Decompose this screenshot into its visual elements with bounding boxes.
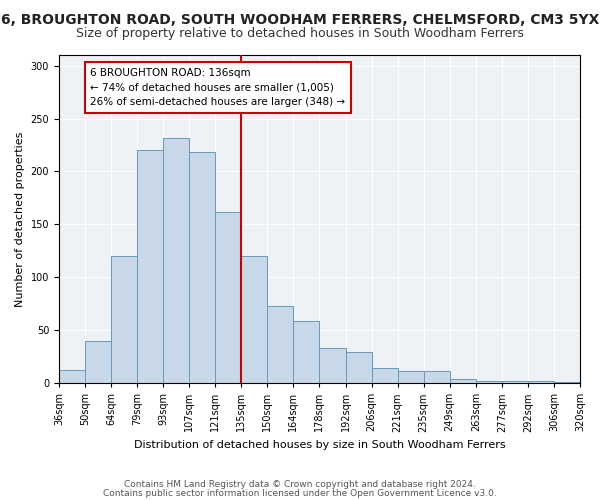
Text: Size of property relative to detached houses in South Woodham Ferrers: Size of property relative to detached ho… [76,28,524,40]
Bar [215,212,241,383]
Text: Contains HM Land Registry data © Crown copyright and database right 2024.: Contains HM Land Registry data © Crown c… [124,480,476,489]
Bar [476,381,502,383]
Bar [268,306,293,383]
Bar [59,370,85,383]
X-axis label: Distribution of detached houses by size in South Woodham Ferrers: Distribution of detached houses by size … [134,440,505,450]
Text: 6 BROUGHTON ROAD: 136sqm
← 74% of detached houses are smaller (1,005)
26% of sem: 6 BROUGHTON ROAD: 136sqm ← 74% of detach… [90,68,345,108]
Bar [424,372,450,383]
Bar [528,381,554,383]
Bar [398,372,424,383]
Y-axis label: Number of detached properties: Number of detached properties [15,132,25,307]
Bar [163,138,189,383]
Bar [111,256,137,383]
Text: 6, BROUGHTON ROAD, SOUTH WOODHAM FERRERS, CHELMSFORD, CM3 5YX: 6, BROUGHTON ROAD, SOUTH WOODHAM FERRERS… [1,12,599,26]
Text: Contains public sector information licensed under the Open Government Licence v3: Contains public sector information licen… [103,488,497,498]
Bar [85,341,111,383]
Bar [554,382,580,383]
Bar [346,352,371,383]
Bar [450,379,476,383]
Bar [293,320,319,383]
Bar [241,256,268,383]
Bar [137,150,163,383]
Bar [189,152,215,383]
Bar [319,348,346,383]
Bar [502,381,528,383]
Bar [371,368,398,383]
